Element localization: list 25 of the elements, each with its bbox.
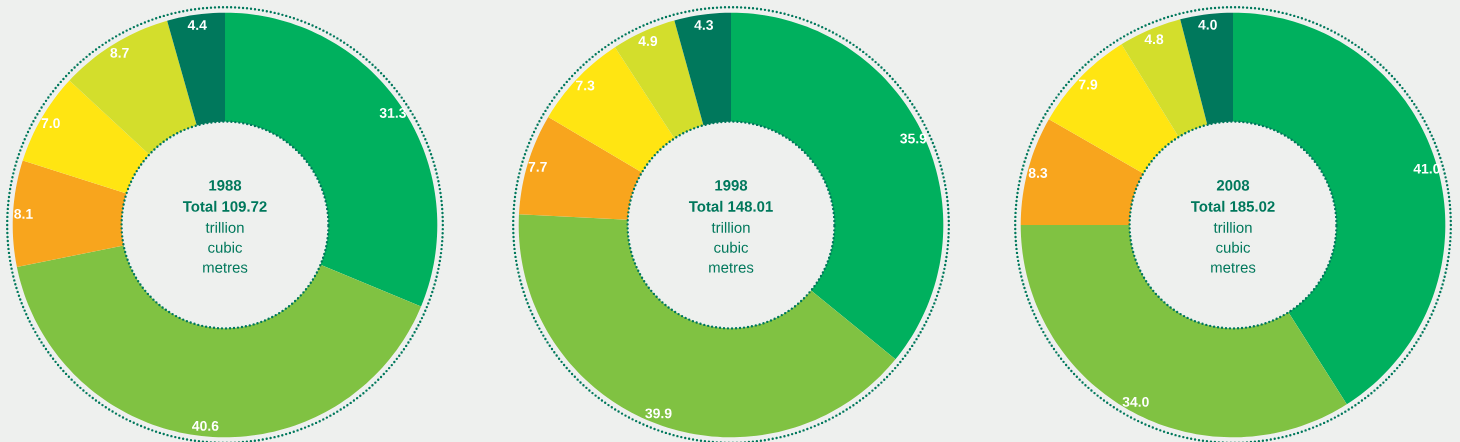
data-label: 7.0 <box>41 118 60 129</box>
text: Total 148.01 <box>688 200 773 212</box>
text: 1988 <box>209 180 242 191</box>
data-label: 39.9 <box>645 408 672 419</box>
data-label: 8.7 <box>110 47 129 58</box>
text: trillion cubic metres <box>1211 221 1256 273</box>
data-label: 7.9 <box>1078 79 1098 90</box>
text: 1998 <box>715 180 748 191</box>
data-label: 8.1 <box>14 208 33 219</box>
text: 2008 <box>1216 180 1250 191</box>
data-label: 4.0 <box>1198 19 1217 30</box>
data-label: 4.8 <box>1144 34 1164 45</box>
text: trillion cubic metres <box>203 221 248 273</box>
data-label: 34.0 <box>1122 396 1149 407</box>
data-label: 4.3 <box>694 20 714 30</box>
data-label: 4.4 <box>187 20 207 30</box>
text: trillion cubic metres <box>709 221 754 273</box>
text: Total 185.02 <box>1190 200 1275 212</box>
data-label: 40.6 <box>192 420 219 431</box>
data-label: 4.9 <box>638 36 658 46</box>
data-label: 7.3 <box>576 80 595 91</box>
data-label: 8.3 <box>1028 168 1048 178</box>
text: Total 109.72 <box>182 200 267 212</box>
data-label: 31.3 <box>379 107 406 118</box>
data-label: 7.7 <box>528 162 547 172</box>
